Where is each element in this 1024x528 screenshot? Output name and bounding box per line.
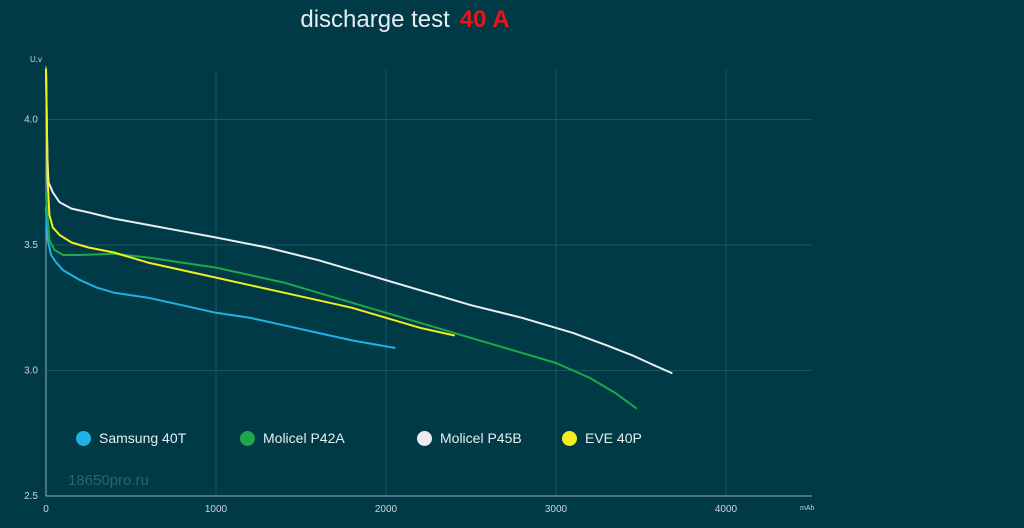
legend-dot-molicel-p45b bbox=[417, 430, 432, 446]
series-line-eve-40p bbox=[45, 68, 455, 337]
y-tick-label: 2.5 bbox=[24, 491, 38, 502]
series-line-molicel-p42a bbox=[45, 193, 637, 410]
legend-label-samsung-40t: Samsung 40T bbox=[99, 430, 187, 446]
legend-label-eve-40p: EVE 40P bbox=[585, 430, 642, 446]
x-axis-label: mAh bbox=[800, 505, 815, 512]
y-tick-label: 3.0 bbox=[24, 366, 38, 377]
legend-dot-samsung-40t bbox=[76, 430, 91, 446]
y-tick-label: 3.5 bbox=[24, 240, 38, 251]
x-tick-label: 3000 bbox=[545, 504, 568, 515]
chart-title: discharge test 40 A bbox=[0, 6, 810, 34]
legend-item-molicel-p42a: Molicel P42A bbox=[240, 430, 345, 446]
series-line-samsung-40t bbox=[45, 206, 396, 349]
x-tick-label: 1000 bbox=[205, 504, 228, 515]
x-tick-label: 0 bbox=[43, 504, 49, 515]
axis-layer: 0 1000 2000 3000 4000 2.5 3.0 3.5 4.0 U,v mAh bbox=[24, 55, 814, 515]
x-tick-label: 4000 bbox=[715, 504, 738, 515]
legend-label-molicel-p45b: Molicel P45B bbox=[440, 430, 522, 446]
series-line-molicel-p45b bbox=[45, 68, 673, 374]
x-tick-label: 2000 bbox=[375, 504, 398, 515]
legend-item-eve-40p: EVE 40P bbox=[562, 430, 642, 446]
series-layer bbox=[45, 68, 673, 410]
legend-label-molicel-p42a: Molicel P42A bbox=[263, 430, 345, 446]
legend-dot-molicel-p42a bbox=[240, 430, 255, 446]
watermark: 18650pro.ru bbox=[68, 472, 149, 489]
grid-layer bbox=[46, 70, 812, 496]
chart-title-current: 40 A bbox=[459, 6, 510, 33]
legend-item-molicel-p45b: Molicel P45B bbox=[417, 430, 522, 446]
legend-item-samsung-40t: Samsung 40T bbox=[76, 430, 186, 446]
chart-title-text: discharge test bbox=[300, 6, 450, 33]
y-tick-label: 4.0 bbox=[24, 115, 38, 126]
legend-dot-eve-40p bbox=[562, 430, 577, 446]
y-axis-label: U,v bbox=[30, 55, 42, 64]
